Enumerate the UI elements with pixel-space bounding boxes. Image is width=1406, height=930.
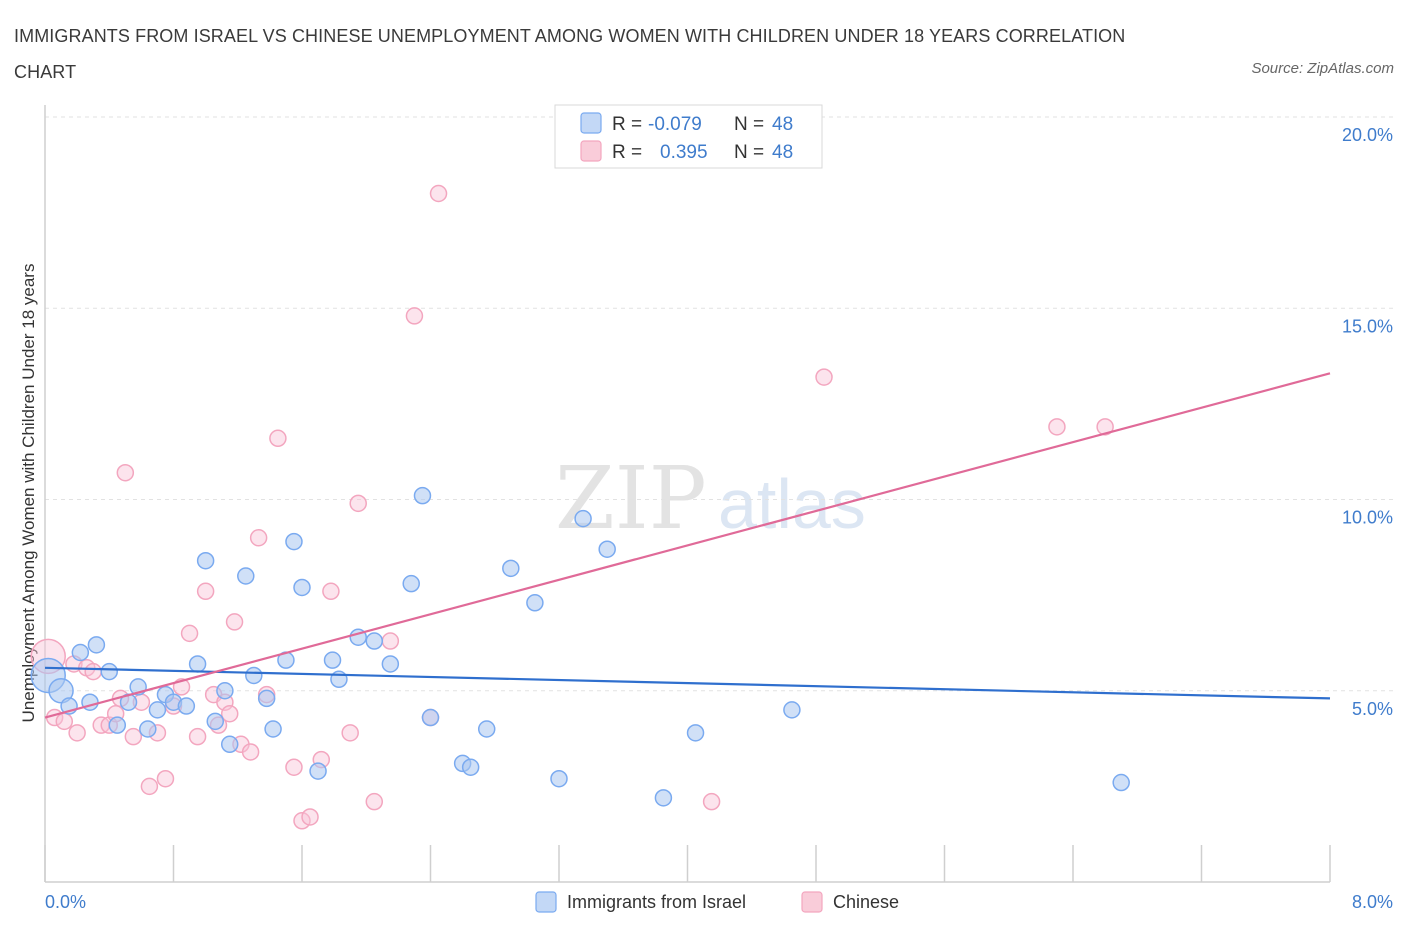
point-israel [237,567,255,585]
point-chinese [301,808,319,826]
trend-line-chinese [44,372,1331,719]
legend-swatch-israel [580,112,602,134]
point-chinese [180,624,199,643]
bottom-legend-swatch-chinese [801,891,823,913]
point-israel [686,724,705,742]
legend-n-label-chinese: N = [734,142,764,163]
point-israel [216,682,234,700]
y-tick-label: 20.0% [1342,125,1393,145]
point-chinese [349,494,367,513]
point-chinese [225,613,244,631]
point-chinese [156,769,175,788]
legend-n-label-israel: N = [734,114,764,135]
chart-title: IMMIGRANTS FROM ISRAEL VS CHINESE UNEMPL… [14,26,1126,82]
legend-r-value-israel: -0.079 [648,114,702,135]
y-tick-label: 15.0% [1342,316,1393,336]
point-chinese [188,727,207,746]
legend-r-label-chinese: R = [612,142,642,163]
point-chinese [1096,418,1114,436]
point-israel [323,651,342,669]
point-israel [206,712,225,731]
point-chinese [293,812,311,830]
point-israel [220,735,239,754]
legend-swatch-chinese [580,140,602,162]
point-israel [264,720,282,738]
point-israel [309,762,327,780]
y-axis-label: Unemployment Among Women with Children U… [19,264,38,723]
point-israel [413,486,432,505]
point-chinese [815,368,833,386]
point-chinese [55,712,74,731]
point-chinese [381,632,400,650]
point-israel [293,578,311,597]
chart-source: Source: ZipAtlas.com [1251,60,1394,77]
point-israel [502,559,520,578]
legend-r-value-chinese: 0.395 [660,142,708,163]
series-chinese-points [30,184,1114,830]
bottom-legend-label-israel: Immigrants from Israel [567,892,746,912]
point-chinese [68,724,86,742]
point-israel [285,532,303,551]
point-israel [461,758,480,776]
bottom-legend-swatch-israel [535,891,557,913]
trend-line-israel [44,666,1331,700]
point-israel [1112,773,1130,792]
point-chinese [196,582,215,601]
point-israel [188,655,207,673]
point-israel [783,701,801,719]
point-israel [550,769,568,788]
point-israel [598,540,616,558]
series-israel-points [30,486,1130,807]
y-axis-tick-labels: 5.0% 10.0% 15.0% 20.0% [1342,125,1393,719]
legend-r-label-israel: R = [612,114,642,135]
point-israel [100,662,118,681]
point-israel [108,716,127,734]
point-chinese [269,429,287,448]
y-tick-label: 10.0% [1342,508,1393,528]
point-israel [245,666,263,685]
point-chinese [429,184,448,203]
point-israel [177,697,196,715]
point-chinese [249,529,268,547]
legend-n-value-chinese: 48 [772,142,793,163]
point-chinese [341,724,359,742]
point-israel [402,574,420,593]
point-chinese [1048,418,1066,436]
point-chinese [285,758,303,776]
point-chinese [220,704,239,723]
point-israel [196,551,215,570]
point-israel [381,655,400,673]
point-chinese [116,463,135,482]
stats-legend: R = -0.079 N = 48 R = 0.395 N = 48 [554,104,823,169]
gridlines [45,116,1393,692]
x-tick-label-min: 0.0% [45,892,86,912]
x-axis-ticks [44,845,1331,882]
point-chinese [241,743,260,761]
bottom-legend-label-chinese: Chinese [833,892,899,912]
point-chinese [322,582,340,601]
legend-n-value-israel: 48 [772,114,793,135]
point-israel [71,643,90,662]
point-chinese [702,792,721,811]
point-israel [148,701,167,719]
point-israel [421,708,440,727]
trend-lines [44,372,1331,719]
point-chinese [140,777,159,796]
point-israel [139,720,157,738]
point-israel [87,636,106,654]
point-chinese [405,307,424,325]
point-israel [526,594,544,612]
point-israel [654,789,673,807]
point-chinese [365,792,384,811]
point-israel [257,689,276,708]
point-israel [477,720,496,738]
point-chinese [124,727,143,746]
point-israel [574,509,592,528]
series-legend: Immigrants from Israel Chinese [535,891,899,913]
y-tick-label: 5.0% [1352,699,1393,719]
point-chinese [84,662,102,681]
point-israel [365,632,384,650]
x-tick-label-max: 8.0% [1352,892,1393,912]
